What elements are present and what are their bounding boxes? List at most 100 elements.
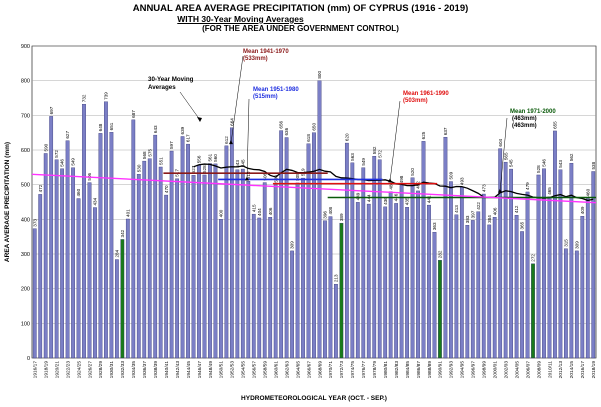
bar [186,143,190,359]
x-tick-label: 1954/55 [241,361,247,379]
data-label: 549 [361,158,366,166]
leader-arrow [388,178,392,183]
x-tick-label: 2006/07 [525,361,531,379]
bar [104,101,108,359]
data-label: 493 [459,177,464,185]
bar [60,168,64,359]
data-label: 546 [60,159,65,167]
data-label: 627 [65,131,70,139]
x-tick-label: 1928/29 [98,361,104,379]
annotation-leader [179,91,201,121]
data-label: 498 [399,175,404,183]
data-label: 527 [191,165,196,173]
bar [301,177,305,359]
data-label: 565 [503,152,508,160]
bar [82,104,86,359]
data-label: 309 [290,241,295,249]
data-label: 383 [465,215,470,223]
bar [290,250,294,359]
chart-title: ANNUAL AREA AVERAGE PRECIPITATION (mm) O… [132,3,469,14]
bar [394,203,399,359]
data-label: 687 [131,110,136,118]
data-label: 510 [246,171,251,179]
chart-subtitle: WITH 30-Year Moving Averages [177,14,304,24]
x-tick-label: 1970/71 [328,361,334,379]
data-label: 543 [235,160,240,168]
bar [361,167,366,359]
x-tick-label: 1976/77 [361,361,367,379]
bar [71,167,75,359]
bar [279,130,284,359]
data-label: 528 [202,165,207,173]
bar [399,185,404,359]
mean-value-label: (515mm) [253,94,278,100]
bar [350,162,355,359]
data-label: 800 [317,71,322,79]
y-axis-label: AREA AVERAGE PRECIPITATION (mm) [4,142,11,262]
bar [339,222,344,359]
bar [191,175,196,359]
data-label: 545 [509,159,514,167]
bar [153,134,158,359]
data-label: 568 [142,151,147,159]
bar [344,142,349,359]
data-label: 404 [257,208,262,216]
bar [180,136,185,359]
bar [136,174,141,359]
data-label: 520 [410,168,415,176]
bar [125,218,130,359]
data-label: 284 [114,249,119,257]
data-label: 480 [388,181,393,189]
x-tick-label: 1988/89 [427,361,433,379]
data-label: 460 [585,188,590,196]
data-label: 460 [76,188,81,196]
bar [443,136,448,359]
data-label: 436 [383,197,388,205]
data-label: 739 [104,92,109,100]
bar [454,214,459,359]
data-label: 656 [279,120,284,128]
x-tick-label: 1944/45 [186,361,192,379]
leader-line [389,100,401,182]
data-label: 625 [421,131,426,139]
data-label: 435 [405,197,410,205]
bar [224,145,229,359]
bar [525,191,530,359]
bar [87,182,92,359]
leader-line [499,117,508,192]
x-tick-label: 1964/65 [295,361,301,379]
x-tick-label: 1996/97 [471,361,477,379]
bar [164,194,169,359]
bar [547,196,552,359]
data-label: 651 [109,122,114,130]
bar [229,127,234,359]
data-label: 409 [580,206,585,214]
bar [372,156,377,359]
bar [323,220,327,359]
x-tick-label: 1952/53 [230,361,236,379]
bar [284,137,289,359]
bar [503,161,508,359]
data-label: 575 [147,149,152,157]
bar [459,186,464,359]
x-tick-label: 1950/51 [219,361,225,379]
x-tick-label: 1926/27 [87,361,93,379]
x-tick-label: 1922/23 [65,361,71,379]
data-label: 401 [125,209,130,217]
mean-label: Mean 1971-2000 [510,109,556,115]
bar [564,248,568,359]
bar [197,165,201,359]
x-tick-label: 1940/41 [164,361,170,379]
x-tick-label: 1986/87 [416,361,422,379]
data-label: 639 [180,126,185,134]
x-tick-label: 1960/61 [273,361,279,379]
bar [574,250,579,359]
bar [542,168,546,359]
bar [175,178,179,359]
data-label: 479 [525,182,530,190]
bar [38,194,43,359]
y-tick-label: 800 [21,79,30,85]
chart-subtitle-2: (FOR THE AREA UNDER GOVERNMENT CONTROL) [202,24,399,33]
data-label: 590 [43,143,48,151]
bar [377,159,382,359]
